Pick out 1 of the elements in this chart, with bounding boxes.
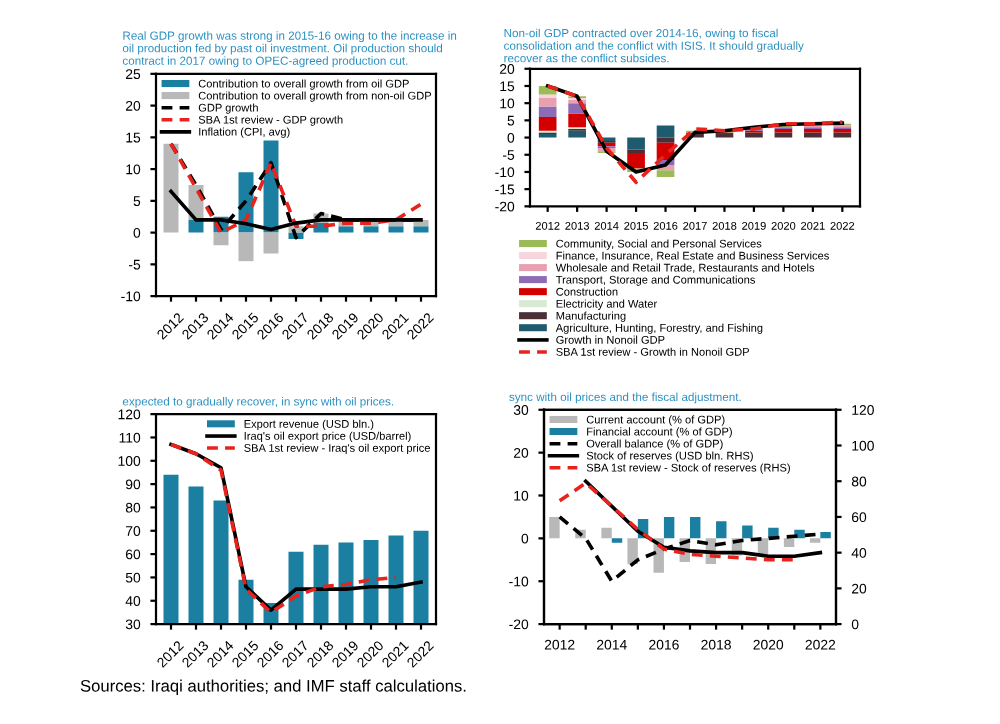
source-note: Sources: Iraqi authorities; and IMF staff calculations. — [80, 679, 466, 696]
